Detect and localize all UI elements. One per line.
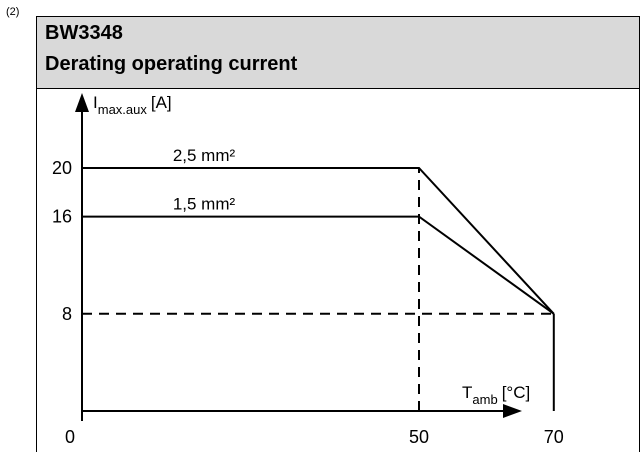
series-line-2 [82,215,555,315]
chart-panel: BW3348 Derating operating current [36,16,640,452]
chart-title: Derating operating current [45,53,298,75]
footnote-marker: (2) [6,6,20,18]
reference-lines [82,168,555,411]
x-axis-label: Tamb [°C] [462,383,530,407]
x-tick-label-0: 0 [65,427,75,447]
series-label-1: 2,5 mm² [173,146,236,165]
y-tick-label-16: 16 [52,207,72,227]
series-line-1 [82,167,555,315]
series-label-2: 1,5 mm² [173,195,236,214]
axes [75,93,522,421]
y-tick-label-8: 8 [62,304,72,324]
y-axis-arrow [75,93,89,112]
y-tick-label-20: 20 [52,158,72,178]
x-axis-arrow [503,404,522,418]
x-tick-label-50: 50 [409,427,429,447]
y-axis-label: Imax.aux [A] [93,93,172,117]
labels-layer: 2,5 mm² 1,5 mm² 20 16 8 0 50 70 Imax.aux [A] Tamb[… [52,93,564,447]
product-code: BW3348 [45,22,123,44]
series-layer [82,167,555,315]
panel-header: BW3348 Derating operating current [37,17,639,89]
x-tick-label-70: 70 [544,427,564,447]
